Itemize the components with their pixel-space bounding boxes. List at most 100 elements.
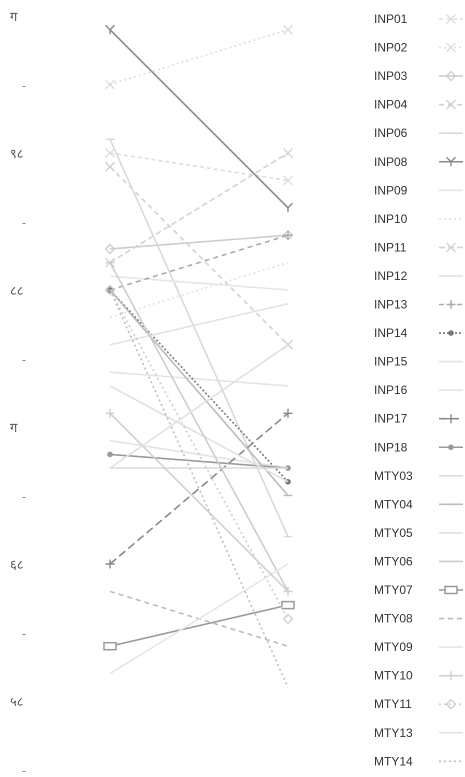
series-inp02 [105, 24, 293, 90]
y-tick-label: - [22, 490, 26, 504]
plot-area [103, 24, 295, 688]
legend-marker-inp02 [446, 42, 456, 53]
series-line-mty06 [109, 262, 289, 592]
legend-item-mty10: MTY10 [374, 669, 463, 683]
legend-label-inp11: INP11 [374, 240, 407, 254]
series-mty13 [109, 344, 289, 469]
legend-item-inp11: INP11 [374, 240, 463, 254]
series-mty14 [109, 289, 289, 688]
series-line-inp12 [109, 371, 289, 387]
series-mty05 [109, 385, 289, 483]
legend-marker-inp18 [448, 444, 454, 451]
series-inp13 [105, 230, 293, 295]
legend-item-mty09: MTY09 [374, 640, 463, 654]
legend-item-inp01: INP01 [374, 12, 463, 26]
legend-label-inp01: INP01 [374, 12, 408, 26]
series-point-inp11 [283, 148, 293, 158]
series-point-mty11 [104, 284, 116, 296]
series-inp09 [109, 275, 289, 291]
series-line-inp09 [109, 275, 289, 291]
legend-label-inp15: INP15 [374, 355, 408, 369]
legend-label-mty05: MTY05 [374, 526, 413, 540]
legend-label-inp03: INP03 [374, 69, 408, 83]
y-tick-label: - [22, 627, 26, 641]
series-inp01 [105, 148, 293, 186]
legend-label-mty06: MTY06 [374, 554, 413, 568]
legend-item-inp09: INP09 [374, 183, 463, 197]
legend-item-inp10: INP10 [374, 212, 463, 226]
series-line-mty04 [109, 289, 289, 497]
legend-label-inp10: INP10 [374, 212, 408, 226]
series-mty10 [105, 408, 293, 596]
series-line-mty14 [109, 289, 289, 688]
legend-item-inp17: INP17 [374, 412, 463, 426]
legend-label-mty03: MTY03 [374, 469, 413, 483]
series-inp06 [105, 138, 293, 538]
legend-marker-inp17 [446, 414, 456, 424]
y-tick-label: ९८ [10, 147, 24, 162]
legend-label-inp18: INP18 [374, 440, 408, 454]
series-mty11 [104, 284, 294, 625]
legend-marker-mty10 [446, 671, 456, 681]
legend-label-mty09: MTY09 [374, 640, 413, 654]
series-line-inp03 [109, 234, 289, 250]
y-tick-label: ग [10, 421, 18, 436]
legend-marker-mty11 [445, 698, 457, 710]
series-line-inp15 [109, 302, 289, 346]
series-line-inp17 [109, 412, 289, 565]
legend-item-inp16: INP16 [374, 383, 463, 397]
y-tick-label: - [22, 216, 26, 230]
legend-item-mty11: MTY11 [374, 697, 463, 711]
legend-label-inp17: INP17 [374, 412, 408, 426]
legend-item-mty04: MTY04 [374, 497, 463, 511]
legend-label-mty08: MTY08 [374, 612, 413, 626]
series-line-inp11 [109, 152, 289, 264]
y-axis: ग - ९८ - ८८ - ग - ६८ - ५८ - [10, 10, 26, 777]
y-tick-label: ग [10, 10, 18, 25]
legend-marker-inp01 [446, 14, 456, 24]
series-mty07 [103, 600, 295, 651]
series-point-mty07 [281, 600, 295, 610]
series-line-inp06 [109, 138, 289, 537]
series-inp17 [105, 408, 293, 569]
legend-marker-inp13 [446, 300, 456, 309]
legend-marker-inp11 [446, 242, 456, 253]
y-tick-label: ५८ [10, 695, 24, 710]
series-inp10 [109, 261, 289, 319]
series-line-mty05 [109, 385, 289, 483]
legend-item-inp13: INP13 [374, 298, 463, 312]
legend-label-inp08: INP08 [374, 155, 408, 169]
series-point-mty10 [283, 586, 293, 596]
series-point-inp08 [105, 24, 115, 35]
legend-label-inp13: INP13 [374, 298, 408, 312]
y-tick-label: ६८ [10, 558, 24, 573]
legend-label-inp12: INP12 [374, 269, 408, 283]
series-line-inp18 [109, 453, 289, 469]
legend-item-inp12: INP12 [374, 269, 463, 283]
legend-marker-inp08 [446, 156, 456, 167]
series-line-inp10 [109, 261, 289, 319]
legend-item-mty08: MTY08 [374, 612, 463, 626]
legend-label-mty04: MTY04 [374, 497, 413, 511]
legend-item-inp06: INP06 [374, 126, 463, 140]
legend-item-inp04: INP04 [374, 98, 463, 112]
legend-item-mty07: MTY07 [374, 583, 463, 597]
series-mty06 [105, 261, 293, 593]
series-inp15 [109, 302, 289, 346]
series-point-inp02 [283, 24, 293, 35]
legend-label-inp02: INP02 [374, 41, 408, 55]
legend-item-inp08: INP08 [374, 155, 463, 169]
series-line-inp02 [109, 28, 289, 86]
legend-label-inp04: INP04 [374, 98, 408, 112]
legend-item-inp14: INP14 [374, 326, 463, 340]
legend-label-mty13: MTY13 [374, 726, 413, 740]
y-tick-label: - [22, 79, 26, 93]
series-inp11 [105, 148, 293, 268]
series-point-inp17 [105, 559, 115, 569]
legend-label-mty10: MTY10 [374, 669, 413, 683]
legend-item-mty14: MTY14 [374, 754, 463, 768]
legend-item-inp03: INP03 [374, 69, 463, 83]
legend-marker-inp04 [446, 99, 456, 110]
series-point-mty07 [103, 641, 117, 651]
